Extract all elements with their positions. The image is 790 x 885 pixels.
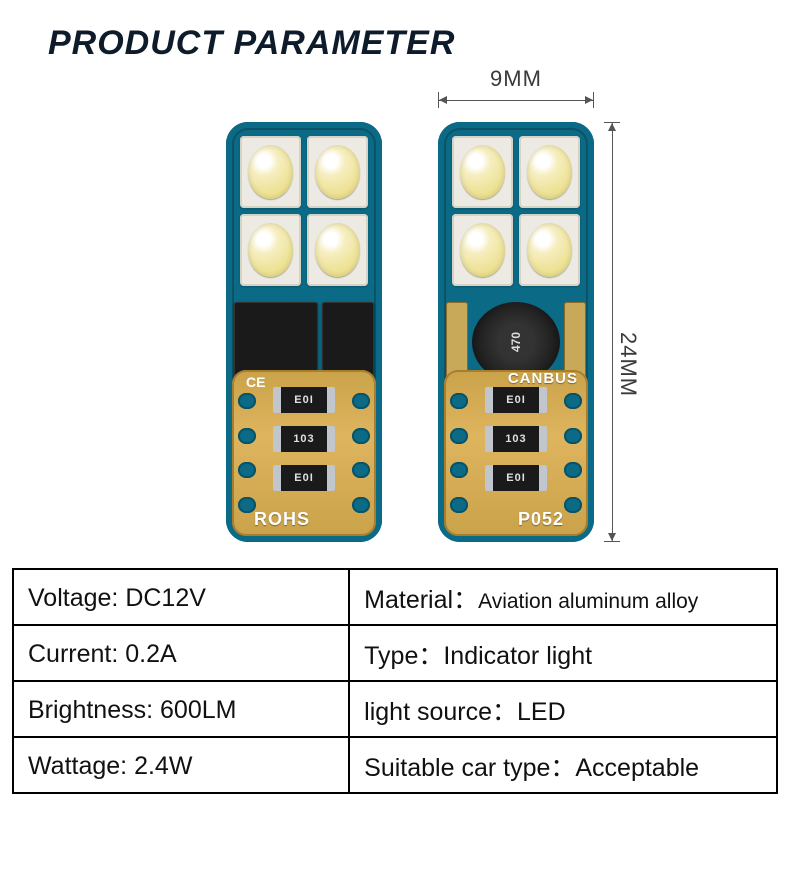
dimension-width-label: 9MM (438, 66, 594, 92)
spec-cell: Wattage: 2.4W (13, 737, 349, 793)
spec-row: Brightness: 600LMlight source：LED (13, 681, 777, 737)
page-title: PRODUCT PARAMETER (48, 24, 455, 63)
led-chip (519, 136, 580, 208)
smd-resistor: E0I (485, 387, 547, 413)
spec-value: DC12V (125, 584, 206, 612)
spec-value: 0.2A (125, 640, 176, 668)
led-chip (519, 214, 580, 286)
contact-slots-left (450, 384, 468, 522)
spec-cell: Material：Aviation aluminum alloy (349, 569, 777, 625)
spec-label: Wattage: (28, 752, 134, 780)
spec-label: Current: (28, 640, 125, 668)
smd-resistor-column: E0I 103 E0I (485, 384, 547, 494)
pcb-module-front: CE E0I 103 E0I ROHS (226, 122, 382, 542)
spec-label: Material： (364, 586, 478, 614)
smd-resistor-column: E0I 103 E0I (273, 384, 335, 494)
dimension-width-line (438, 92, 594, 108)
spec-value: LED (517, 698, 566, 726)
contact-slots-left (238, 384, 256, 522)
spec-value: Aviation aluminum alloy (478, 590, 698, 613)
smd-resistor: 103 (273, 426, 335, 452)
contact-slots-right (352, 384, 370, 522)
led-chip (307, 214, 368, 286)
spec-label: Type： (364, 642, 443, 670)
silk-rohs: ROHS (254, 509, 310, 530)
smd-resistor: E0I (273, 387, 335, 413)
spec-cell: light source：LED (349, 681, 777, 737)
spec-value: Indicator light (443, 642, 592, 670)
led-chip (307, 136, 368, 208)
led-chip (452, 136, 513, 208)
led-grid (234, 130, 374, 292)
contact-slots-right (564, 384, 582, 522)
spec-cell: Suitable car type：Acceptable (349, 737, 777, 793)
smd-resistor: E0I (485, 465, 547, 491)
spec-table: Voltage: DC12VMaterial：Aviation aluminum… (12, 568, 778, 794)
spec-value: 600LM (160, 696, 236, 724)
spec-label: Voltage: (28, 584, 125, 612)
led-chip (240, 136, 301, 208)
spec-row: Wattage: 2.4WSuitable car type：Acceptabl… (13, 737, 777, 793)
led-chip (452, 214, 513, 286)
led-chip (240, 214, 301, 286)
spec-cell: Current: 0.2A (13, 625, 349, 681)
spec-label: Suitable car type： (364, 754, 575, 782)
smd-resistor: 103 (485, 426, 547, 452)
spec-row: Voltage: DC12VMaterial：Aviation aluminum… (13, 569, 777, 625)
silk-model: P052 (518, 509, 564, 530)
spec-label: Brightness: (28, 696, 160, 724)
spec-value: Acceptable (575, 754, 699, 782)
smd-resistor: E0I (273, 465, 335, 491)
dimension-height: 24MM (604, 122, 652, 542)
spec-label: light source： (364, 698, 517, 726)
pcb-module-back: CANBUS E0I 103 E0I P052 (438, 122, 594, 542)
gold-contact-plate: CANBUS E0I 103 E0I P052 (444, 370, 588, 536)
spec-cell: Brightness: 600LM (13, 681, 349, 737)
gold-contact-plate: CE E0I 103 E0I ROHS (232, 370, 376, 536)
led-grid (446, 130, 586, 292)
spec-value: 2.4W (134, 752, 192, 780)
spec-row: Current: 0.2AType：Indicator light (13, 625, 777, 681)
dimension-height-label: 24MM (615, 332, 641, 397)
spec-cell: Type：Indicator light (349, 625, 777, 681)
spec-cell: Voltage: DC12V (13, 569, 349, 625)
dimension-width: 9MM (438, 66, 594, 114)
